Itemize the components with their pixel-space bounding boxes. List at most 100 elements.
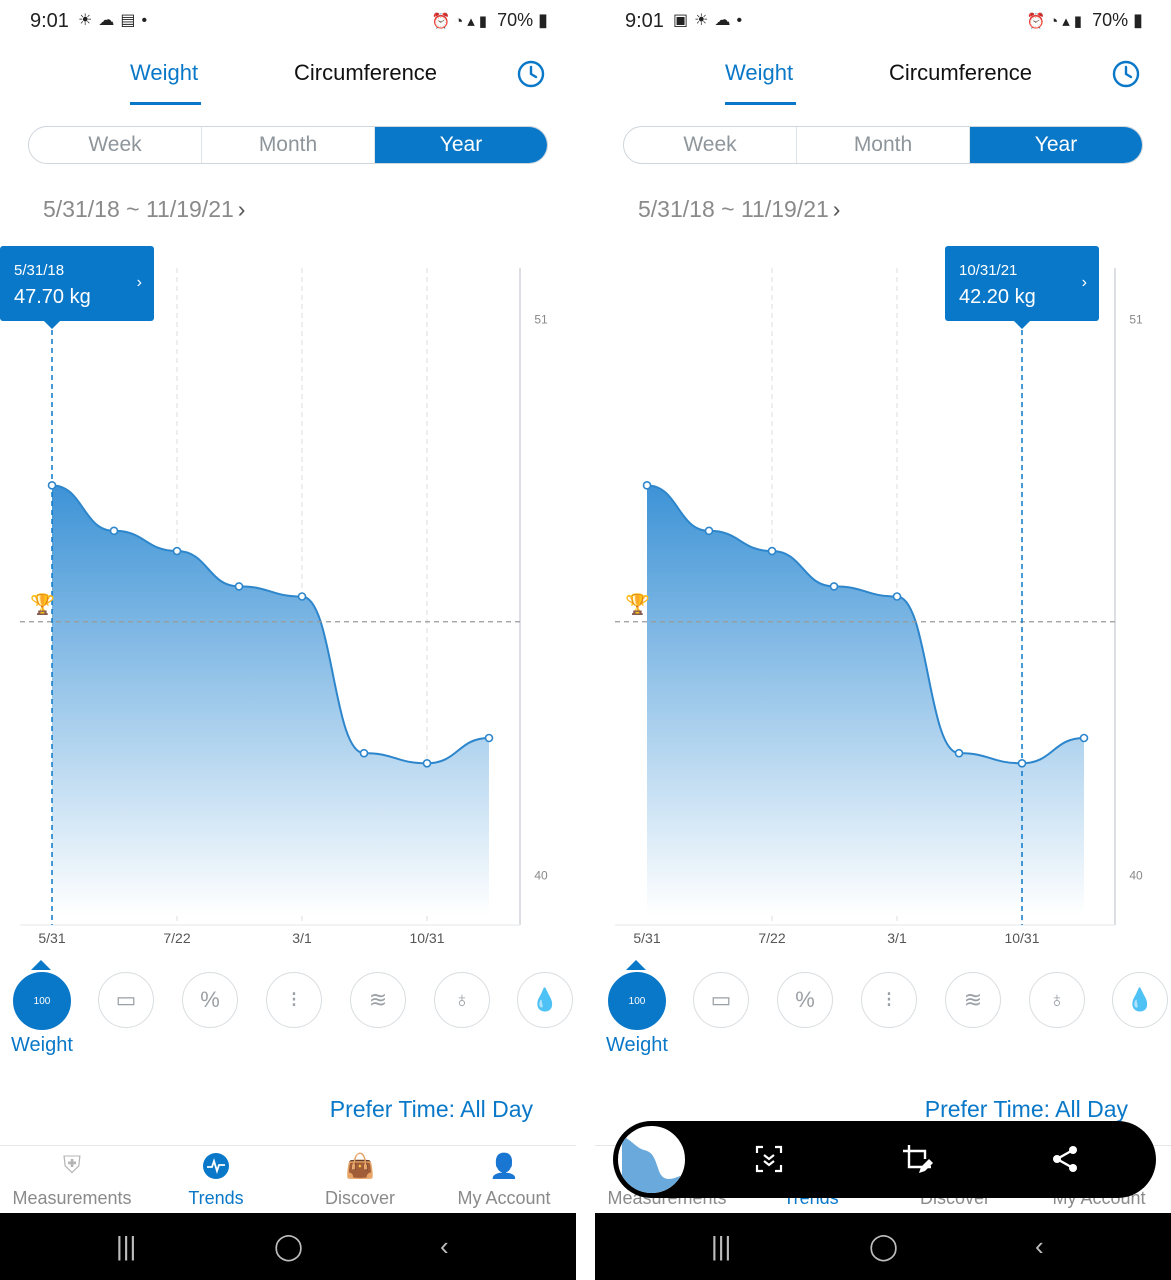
data-point[interactable] [297, 592, 307, 601]
kidney-icon[interactable]: ♁ [1029, 972, 1085, 1028]
recent-apps-icon[interactable]: ||| [711, 1231, 732, 1261]
x-tick-label: 7/22 [758, 930, 785, 946]
data-point[interactable] [892, 592, 902, 601]
phone-screen-left: 9:01 ☀☁▤• ⏰◔▴▮ 70% ▮ Weight Circumference… [0, 0, 576, 1280]
period-month[interactable]: Month [202, 127, 375, 163]
tab-circumference[interactable]: Circumference [294, 60, 437, 86]
period-year[interactable]: Year [375, 127, 547, 163]
data-point[interactable] [484, 733, 494, 743]
tooltip-value: 42.20 kg [959, 286, 1036, 308]
screenshot-separator [576, 0, 595, 1280]
data-point[interactable] [109, 526, 119, 536]
value-tooltip[interactable]: 10/31/21 42.20 kg › [945, 246, 1099, 329]
chevron-right-icon: › [1081, 274, 1087, 291]
y-tick-label: 51 [534, 313, 548, 327]
period-selector: Week Month Year [623, 126, 1143, 164]
water-drops-icon[interactable]: 💧 [1112, 972, 1168, 1028]
recent-apps-icon[interactable]: ||| [116, 1231, 137, 1261]
weight-scale-icon[interactable]: 100 [13, 972, 71, 1030]
weight-scale-icon[interactable]: 100 [608, 972, 666, 1030]
chart-svg: 5/31 7/22 3/1 10/31 51 40 [20, 268, 548, 946]
goal-trophy-icon: 🏆 [625, 593, 650, 616]
date-range-text: 5/31/18 ~ 11/19/21 [43, 196, 234, 222]
data-point[interactable] [954, 748, 964, 758]
back-icon[interactable]: ‹ [1035, 1231, 1044, 1261]
percent-icon[interactable]: % [777, 972, 833, 1028]
data-point[interactable] [172, 546, 182, 556]
series-area [52, 485, 489, 915]
prefer-time[interactable]: Prefer Time: All Day [329, 1096, 533, 1122]
home-icon[interactable]: ◯ [274, 1231, 304, 1261]
prefer-time[interactable]: Prefer Time: All Day [924, 1096, 1128, 1122]
system-status-icons: ⏰◔▴▮ [431, 13, 492, 30]
spine-icon[interactable]: ⁝ [861, 972, 917, 1028]
data-point[interactable] [767, 546, 777, 556]
bmi-ruler-icon[interactable]: ▭ [98, 972, 154, 1028]
history-clock-icon[interactable] [516, 59, 546, 89]
status-bar: 9:01 ☀☁▤• ⏰◔▴▮ 70% ▮ [0, 0, 576, 44]
bottom-nav: ⛨ Measurements Trends 👜 Discover 👤 My Ac… [0, 1145, 576, 1213]
water-drops-icon[interactable]: 💧 [517, 972, 573, 1028]
spine-icon[interactable]: ⁝ [266, 972, 322, 1028]
data-point[interactable] [829, 582, 839, 591]
metric-selected-label: Weight [11, 1034, 73, 1056]
period-week[interactable]: Week [624, 127, 797, 163]
scroll-capture-icon[interactable] [753, 1143, 785, 1175]
crop-edit-icon[interactable] [901, 1143, 933, 1175]
tab-weight-underline [130, 102, 201, 105]
shopping-bag-icon: 👜 [345, 1153, 375, 1180]
data-point[interactable] [1017, 758, 1027, 768]
x-tick-label: 3/1 [292, 930, 312, 946]
x-tick-label: 7/22 [163, 930, 190, 946]
weight-chart[interactable]: 5/31 7/22 3/1 10/31 51 40 🏆 10/31/21 42.20 kg › [595, 240, 1171, 960]
metric-selected-caret [626, 960, 646, 970]
back-icon[interactable]: ‹ [440, 1231, 449, 1261]
muscle-icon[interactable]: ≋ [350, 972, 406, 1028]
value-tooltip[interactable]: 5/31/18 47.70 kg › [0, 246, 154, 329]
x-tick-label: 10/31 [409, 930, 444, 946]
nav-trends-label: Trends [188, 1188, 244, 1208]
battery-level: 70% [497, 10, 534, 30]
muscle-icon[interactable]: ≋ [945, 972, 1001, 1028]
data-point[interactable] [1079, 733, 1089, 743]
battery-level: 70% [1092, 10, 1129, 30]
date-range[interactable]: 5/31/18 ~ 11/19/21 › [43, 196, 245, 223]
x-tick-label: 5/31 [38, 930, 65, 946]
y-tick-label: 51 [1129, 313, 1143, 327]
tab-circumference-label: Circumference [889, 60, 1033, 85]
nav-trends[interactable]: Trends [144, 1152, 288, 1209]
data-point[interactable] [47, 481, 57, 490]
metric-selected-caret [31, 960, 51, 970]
data-point[interactable] [359, 748, 369, 758]
data-point[interactable] [234, 582, 244, 591]
home-icon[interactable]: ◯ [869, 1231, 899, 1261]
tab-weight[interactable]: Weight [725, 60, 796, 105]
history-clock-icon[interactable] [1111, 59, 1141, 89]
kidney-icon[interactable]: ♁ [434, 972, 490, 1028]
date-range[interactable]: 5/31/18 ~ 11/19/21 › [638, 196, 840, 223]
nav-measurements[interactable]: ⛨ Measurements [0, 1152, 144, 1209]
nav-discover[interactable]: 👜 Discover [288, 1152, 432, 1209]
data-point[interactable] [704, 526, 714, 536]
share-icon[interactable] [1049, 1143, 1081, 1175]
y-tick-label: 40 [1129, 868, 1143, 882]
period-week[interactable]: Week [29, 127, 202, 163]
goal-trophy-icon: 🏆 [30, 593, 55, 616]
chevron-right-icon: › [237, 196, 246, 222]
tab-weight-label: Weight [725, 60, 794, 85]
chart-svg: 5/31 7/22 3/1 10/31 51 40 [615, 268, 1143, 946]
weight-chart[interactable]: 5/31 7/22 3/1 10/31 51 40 🏆 5/31/18 47.70 kg › [0, 240, 576, 960]
nav-account[interactable]: 👤 My Account [432, 1152, 576, 1209]
data-point[interactable] [422, 758, 432, 768]
tab-circumference[interactable]: Circumference [889, 60, 1032, 86]
tab-weight[interactable]: Weight [130, 60, 201, 105]
data-point[interactable] [642, 481, 652, 490]
screenshot-thumbnail[interactable] [615, 1123, 688, 1196]
x-tick-label: 3/1 [887, 930, 907, 946]
bmi-ruler-icon[interactable]: ▭ [693, 972, 749, 1028]
status-bar: 9:01 ▣☀☁• ⏰◔▴▮ 70% ▮ [595, 0, 1171, 44]
percent-icon[interactable]: % [182, 972, 238, 1028]
period-year[interactable]: Year [970, 127, 1142, 163]
period-month[interactable]: Month [797, 127, 970, 163]
notification-icons: ▣☀☁• [673, 12, 749, 29]
